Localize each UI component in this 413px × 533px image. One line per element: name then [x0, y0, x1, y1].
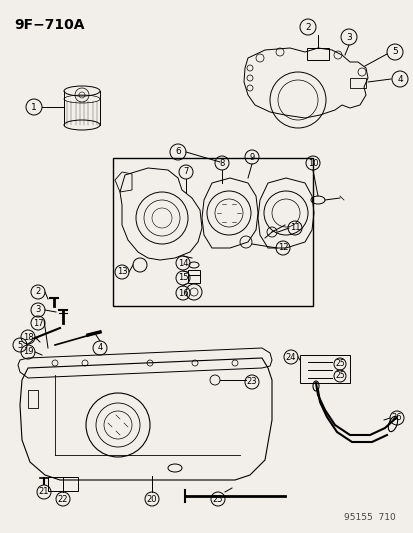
Text: 14: 14 — [177, 259, 188, 268]
Text: 4: 4 — [396, 75, 402, 84]
Text: 2: 2 — [35, 287, 40, 296]
Bar — [299, 355, 349, 383]
Text: 13: 13 — [116, 268, 127, 277]
Text: 7: 7 — [183, 167, 188, 176]
Text: 10: 10 — [307, 158, 318, 167]
Text: 2: 2 — [304, 22, 310, 31]
Text: 17: 17 — [33, 319, 43, 327]
Text: 9F−710A: 9F−710A — [14, 18, 84, 32]
Text: 3: 3 — [35, 305, 40, 314]
Bar — [188, 275, 199, 283]
Bar — [349, 78, 365, 88]
Text: 22: 22 — [57, 495, 68, 504]
Bar — [188, 270, 199, 275]
Text: 25: 25 — [212, 495, 223, 504]
Text: 9: 9 — [249, 152, 254, 161]
Bar — [48, 477, 78, 491]
Text: 23: 23 — [246, 377, 257, 386]
Text: 5: 5 — [391, 47, 397, 56]
Text: 95155  710: 95155 710 — [344, 513, 395, 522]
Text: 20: 20 — [146, 495, 157, 504]
Text: 1: 1 — [31, 102, 37, 111]
Text: 3: 3 — [345, 33, 351, 42]
Bar — [306, 48, 328, 60]
Text: 4: 4 — [97, 343, 102, 352]
Text: 16: 16 — [177, 288, 188, 297]
Text: 8: 8 — [219, 158, 224, 167]
Text: 12: 12 — [277, 244, 287, 253]
Bar — [28, 390, 38, 408]
Text: 19: 19 — [23, 348, 33, 357]
Text: 21: 21 — [39, 488, 49, 497]
Text: 25: 25 — [335, 359, 344, 368]
Bar — [113, 158, 312, 306]
Text: 18: 18 — [23, 333, 33, 342]
Text: 6: 6 — [175, 148, 180, 157]
Text: 26: 26 — [391, 414, 401, 423]
Text: 25: 25 — [335, 372, 344, 381]
Text: 5: 5 — [17, 341, 23, 350]
Text: 24: 24 — [285, 352, 296, 361]
Text: 15: 15 — [177, 273, 188, 282]
Text: 11: 11 — [289, 223, 299, 232]
